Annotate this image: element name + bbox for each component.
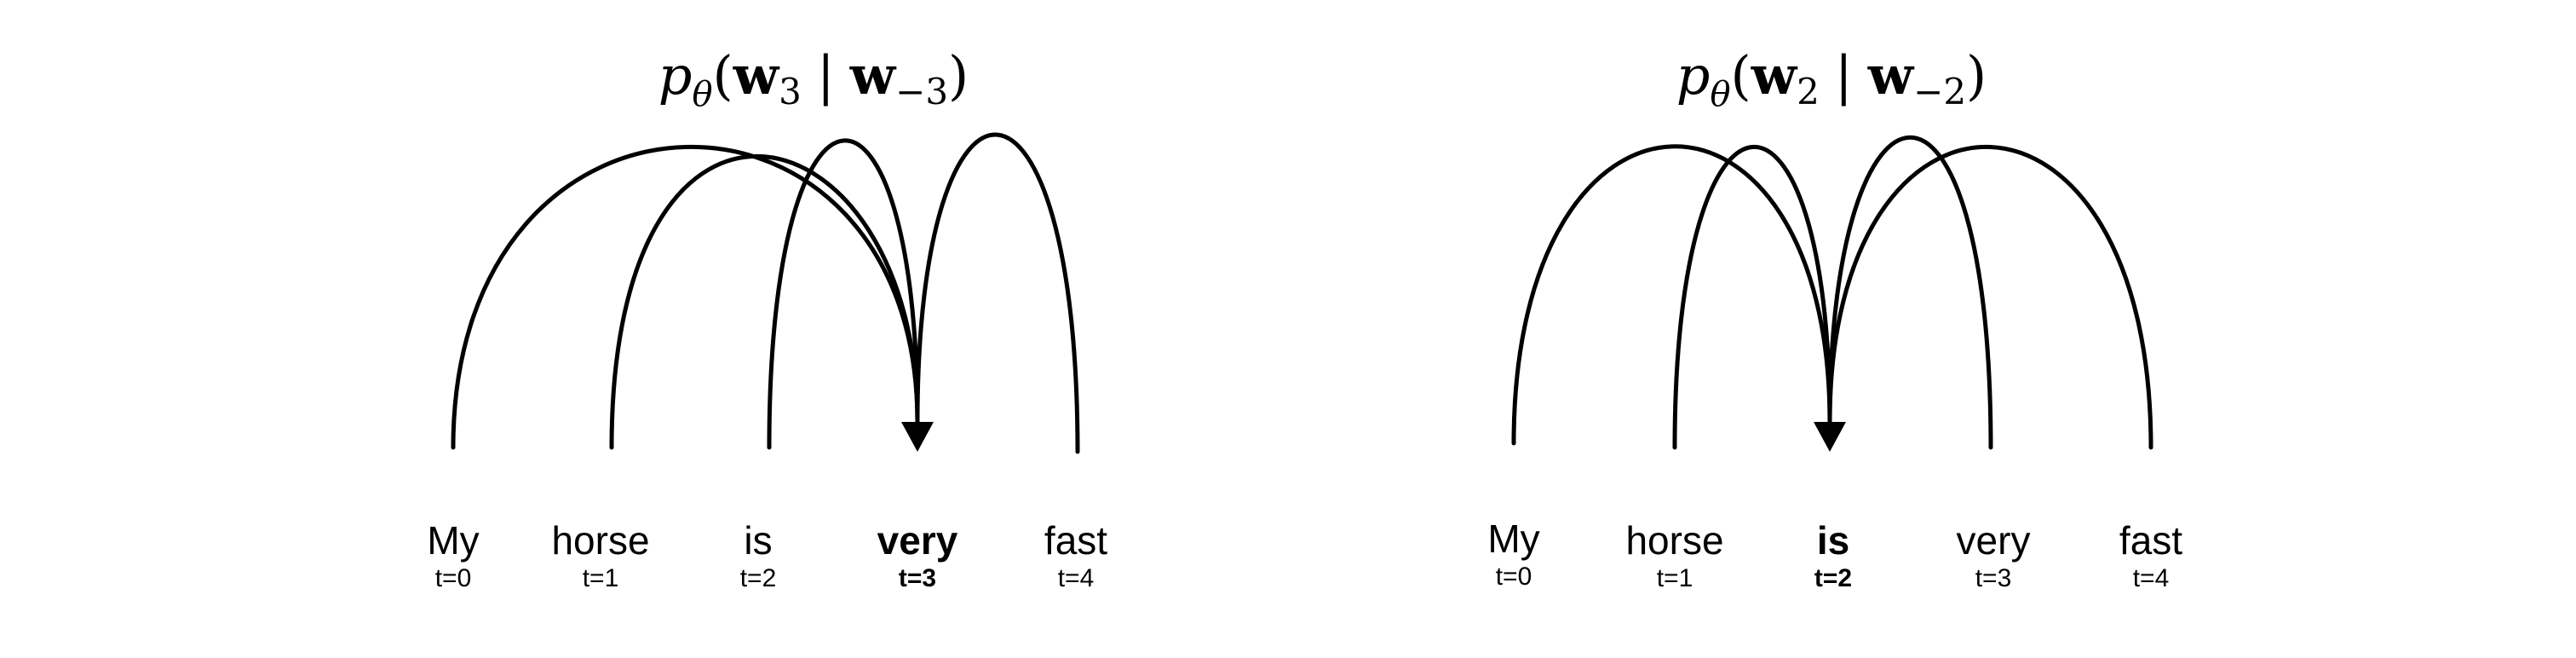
- token-word-fast: fast: [2119, 518, 2182, 563]
- token-time-2: t=2: [740, 564, 777, 592]
- arc-very-to-is: [1827, 135, 1993, 450]
- arc-fast-to-is: [1827, 145, 2153, 450]
- formula-sub: 3: [779, 71, 802, 113]
- arc-fast-to-very: [915, 132, 1080, 454]
- formula-rparen: ): [948, 44, 969, 107]
- token-time-4: t=4: [2133, 564, 2170, 592]
- panel-left: pθ(w3 | w−3) My t=0 horse t=1 is t=2 very …: [427, 44, 1107, 592]
- tokens-right: My t=0 horse t=1 is t=2 very t=3 fast t=…: [1487, 517, 2182, 592]
- formula-left: pθ(w3 | w−3): [658, 44, 969, 114]
- formula-theta: θ: [1710, 75, 1730, 114]
- panel-right: pθ(w2 | w−2) My t=0 horse t=1 is t=2 very …: [1487, 44, 2182, 592]
- arc-is-to-very: [767, 138, 920, 450]
- formula-p: p: [1676, 44, 1711, 107]
- token-word-my: My: [427, 518, 479, 563]
- arc-my-to-is: [1511, 144, 1832, 446]
- arrowhead-very: [901, 422, 934, 452]
- formula-w: w: [733, 44, 780, 107]
- token-word-very: very: [1957, 518, 2031, 563]
- token-word-my: My: [1487, 517, 1539, 561]
- arcs-right: [1511, 135, 2153, 452]
- token-word-horse: horse: [551, 518, 649, 563]
- formula-negsub: −3: [895, 71, 948, 113]
- token-word-fast: fast: [1044, 518, 1107, 563]
- arc-my-to-very: [451, 144, 920, 450]
- token-time-0: t=0: [1496, 563, 1532, 591]
- token-word-is-target: is: [1817, 518, 1849, 563]
- formula-lparen: (: [1731, 44, 1751, 107]
- token-time-1: t=1: [583, 564, 619, 592]
- arrowhead-is: [1814, 422, 1846, 452]
- token-time-2-target: t=2: [1814, 564, 1852, 592]
- formula-w2: w: [1867, 44, 1915, 107]
- formula-negsub: −2: [1913, 71, 1966, 113]
- token-time-4: t=4: [1058, 564, 1095, 592]
- token-word-is: is: [744, 518, 772, 563]
- token-time-3-target: t=3: [899, 564, 936, 592]
- formula-w: w: [1751, 44, 1798, 107]
- formula-p: p: [658, 44, 693, 107]
- tokens-left: My t=0 horse t=1 is t=2 very t=3 fast t=…: [427, 518, 1107, 592]
- token-word-horse: horse: [1625, 518, 1723, 563]
- formula-w2: w: [849, 44, 897, 107]
- arc-horse-to-is: [1672, 144, 1832, 450]
- token-time-0: t=0: [435, 564, 472, 592]
- formula-bar: |: [817, 44, 835, 107]
- arc-horse-to-very: [609, 154, 920, 450]
- formula-right: pθ(w2 | w−2): [1676, 44, 1987, 114]
- formula-sub: 2: [1797, 71, 1820, 113]
- token-time-3: t=3: [1975, 564, 2012, 592]
- formula-bar: |: [1835, 44, 1853, 107]
- formula-theta: θ: [692, 75, 712, 114]
- token-word-very-target: very: [877, 518, 958, 563]
- token-time-1: t=1: [1657, 564, 1693, 592]
- formula-rparen: ): [1966, 44, 1987, 107]
- formula-lparen: (: [713, 44, 733, 107]
- arcs-left: [451, 132, 1080, 454]
